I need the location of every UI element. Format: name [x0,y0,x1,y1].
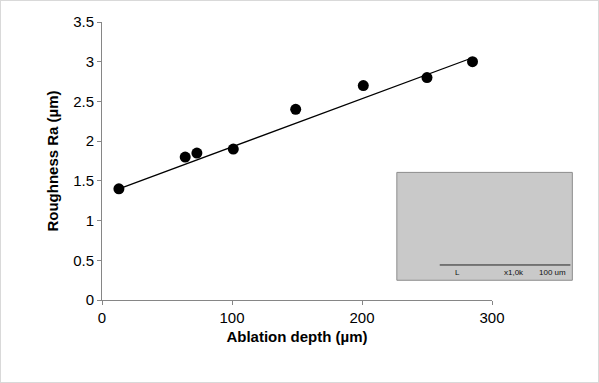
svg-text:0.5: 0.5 [73,252,94,269]
svg-text:200: 200 [349,309,374,326]
svg-text:300: 300 [479,309,504,326]
svg-text:0: 0 [98,309,106,326]
svg-text:100 um: 100 um [539,268,566,277]
svg-text:3: 3 [86,53,94,70]
svg-text:3.5: 3.5 [73,13,94,30]
svg-text:Roughness Ra (µm): Roughness Ra (µm) [44,90,61,231]
svg-text:1: 1 [86,212,94,229]
svg-text:2: 2 [86,132,94,149]
svg-text:1.5: 1.5 [73,172,94,189]
svg-text:Ablation depth (µm): Ablation depth (µm) [226,328,367,345]
svg-text:L: L [455,268,460,277]
svg-text:100: 100 [219,309,244,326]
svg-text:0: 0 [86,291,94,308]
svg-text:2.5: 2.5 [73,93,94,110]
svg-text:x1,0k: x1,0k [504,268,524,277]
